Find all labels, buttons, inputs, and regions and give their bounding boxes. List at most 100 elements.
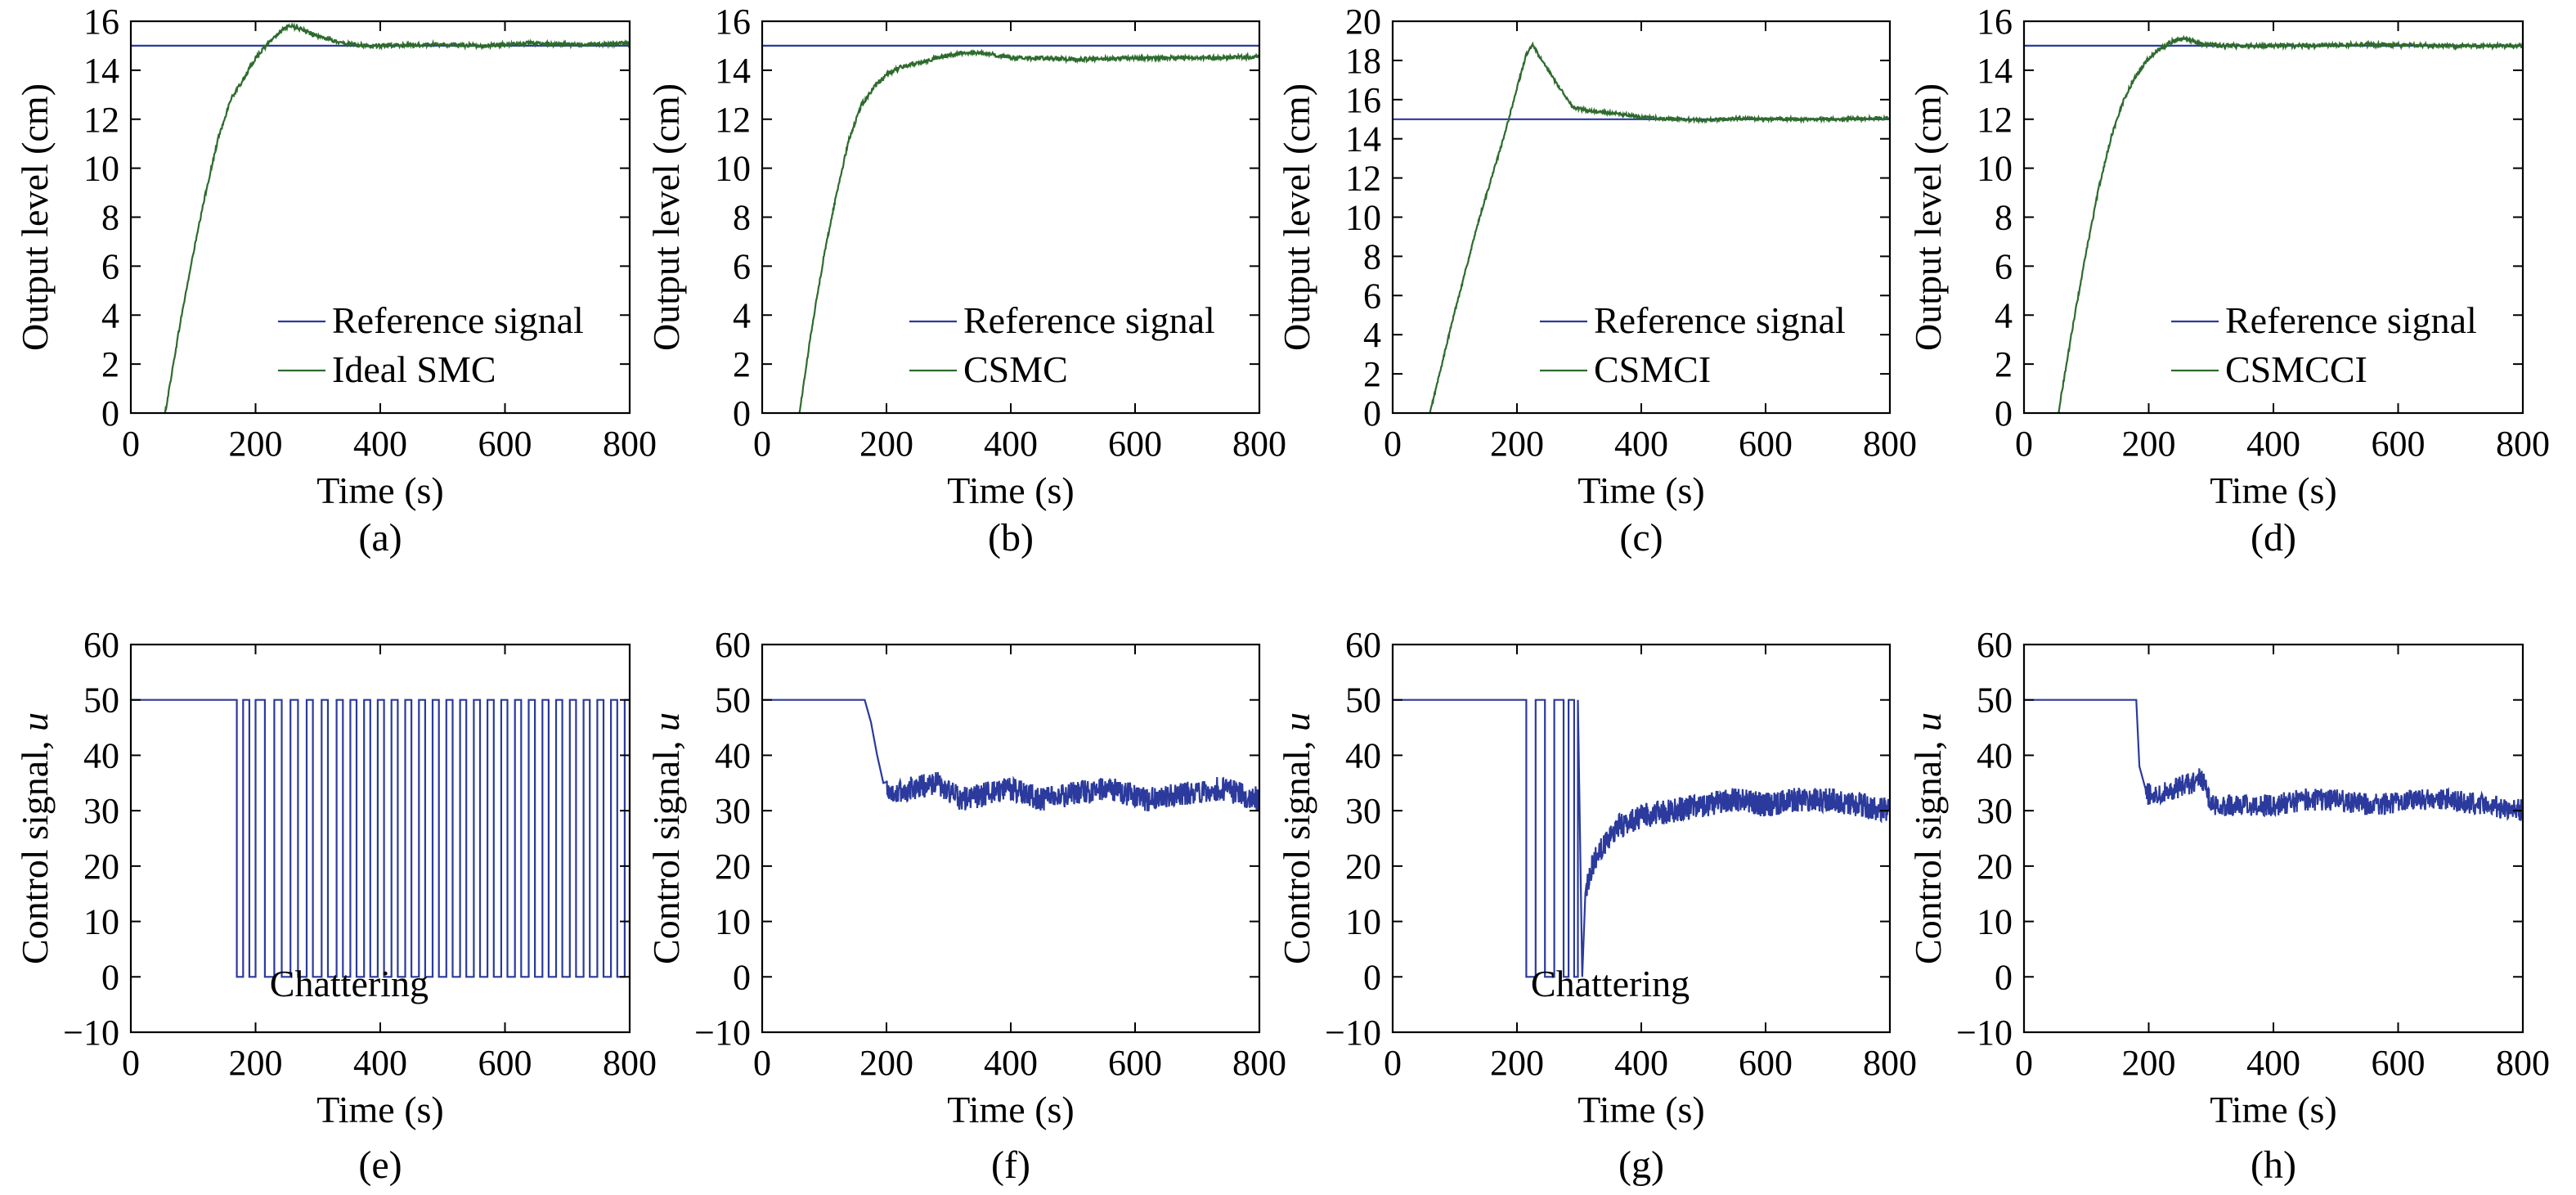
legend-label: CSMC	[963, 348, 1068, 390]
y-tick-label: 40	[83, 735, 119, 775]
y-tick-label: 10	[715, 902, 751, 942]
x-tick-label: 0	[753, 1043, 771, 1083]
y-tick-label: 16	[1977, 2, 2013, 42]
legend-label: CSMCCI	[2225, 348, 2367, 390]
legend-label: Reference signal	[332, 299, 584, 341]
y-axis-label: Output level (cm)	[645, 83, 687, 351]
y-tick-label: 30	[715, 791, 751, 831]
plot-area	[762, 699, 1259, 811]
x-tick-label: 600	[2372, 1043, 2426, 1083]
annotation-chattering: Chattering	[1531, 963, 1690, 1004]
panel-caption: (d)	[2251, 516, 2296, 559]
x-tick-label: 0	[2015, 1043, 2033, 1083]
y-tick-label: −10	[1956, 1013, 2013, 1053]
y-tick-label: 0	[733, 393, 751, 434]
series-line-csmci	[1429, 41, 1890, 413]
y-tick-label: 40	[1977, 735, 2013, 775]
series-line	[2024, 699, 2523, 821]
y-tick-label: −10	[63, 1013, 119, 1053]
x-tick-label: 200	[1490, 424, 1544, 464]
legend-label: Reference signal	[1594, 299, 1846, 341]
x-tick-label: 800	[1232, 424, 1286, 464]
plot-area	[1393, 41, 1890, 413]
x-tick-label: 200	[859, 1043, 913, 1083]
y-tick-label: 30	[83, 791, 119, 831]
x-tick-label: 800	[2496, 1043, 2550, 1083]
x-tick-label: 200	[229, 424, 283, 464]
y-tick-label: 10	[1977, 149, 2013, 189]
y-tick-label: 16	[83, 2, 119, 42]
y-tick-label: 20	[715, 847, 751, 887]
x-tick-label: 600	[1739, 424, 1793, 464]
x-tick-label: 200	[1490, 1043, 1544, 1083]
panel-caption: (e)	[358, 1143, 402, 1187]
y-tick-label: 50	[715, 681, 751, 721]
y-tick-label: −10	[1325, 1013, 1381, 1053]
x-tick-label: 800	[2496, 424, 2550, 464]
legend-label: Reference signal	[2225, 299, 2477, 341]
x-tick-label: 0	[1384, 424, 1402, 464]
series-line-csmc	[798, 48, 1259, 413]
plot-area	[131, 22, 630, 413]
y-tick-label: 20	[1345, 2, 1381, 42]
x-tick-label: 0	[2015, 424, 2033, 464]
y-tick-label: 10	[1345, 902, 1381, 942]
series-line-csmcci	[2058, 34, 2523, 413]
y-tick-label: 12	[1345, 159, 1381, 199]
x-axis-label: Time (s)	[316, 469, 444, 511]
y-tick-label: 10	[1977, 902, 2013, 942]
y-tick-label: 4	[733, 295, 751, 335]
x-tick-label: 400	[353, 1043, 407, 1083]
y-tick-label: 50	[1345, 681, 1381, 721]
y-tick-label: 30	[1345, 791, 1381, 831]
y-axis-label: Output level (cm)	[1907, 83, 1949, 351]
x-tick-label: 0	[753, 424, 771, 464]
x-tick-label: 600	[1108, 424, 1162, 464]
y-tick-label: 10	[83, 149, 119, 189]
legend: Reference signal Ideal SMC	[278, 299, 584, 390]
y-tick-label: 10	[83, 902, 119, 942]
x-axis-label: Time (s)	[2210, 469, 2337, 511]
x-tick-label: 200	[229, 1043, 283, 1083]
x-tick-label: 800	[603, 1043, 657, 1083]
y-axis-label: Control signal, u	[645, 712, 687, 964]
x-tick-label: 600	[2372, 424, 2426, 464]
panel-caption: (f)	[991, 1143, 1030, 1187]
y-tick-label: 6	[101, 246, 119, 286]
panel-caption: (g)	[1618, 1143, 1664, 1187]
x-tick-label: 400	[984, 1043, 1038, 1083]
legend: Reference signal CSMCI	[1540, 299, 1846, 390]
x-tick-label: 0	[122, 424, 140, 464]
x-tick-label: 400	[1614, 1043, 1668, 1083]
y-axis-label: Output level (cm)	[14, 83, 56, 351]
y-tick-label: 0	[1363, 393, 1381, 434]
y-axis-label: Output level (cm)	[1276, 83, 1317, 351]
y-tick-label: 10	[1345, 198, 1381, 238]
plot-area	[2024, 34, 2523, 413]
x-tick-label: 0	[1384, 1043, 1402, 1083]
series-line	[131, 699, 630, 978]
x-tick-label: 400	[1614, 424, 1668, 464]
y-tick-label: 12	[1977, 100, 2013, 140]
x-tick-label: 400	[2246, 424, 2300, 464]
y-tick-label: 0	[1995, 957, 2013, 997]
y-tick-label: 2	[1995, 344, 2013, 384]
plot-area	[2024, 699, 2523, 821]
y-tick-label: 2	[101, 344, 119, 384]
y-tick-label: 8	[1363, 236, 1381, 276]
x-tick-label: 600	[478, 1043, 532, 1083]
legend-label: Ideal SMC	[332, 348, 496, 390]
y-tick-label: 4	[1363, 315, 1381, 355]
legend-label: Reference signal	[963, 299, 1215, 341]
legend: Reference signal CSMC	[909, 299, 1215, 390]
panel-caption: (c)	[1619, 516, 1663, 559]
x-tick-label: 200	[2122, 424, 2176, 464]
y-tick-label: 8	[1995, 198, 2013, 238]
